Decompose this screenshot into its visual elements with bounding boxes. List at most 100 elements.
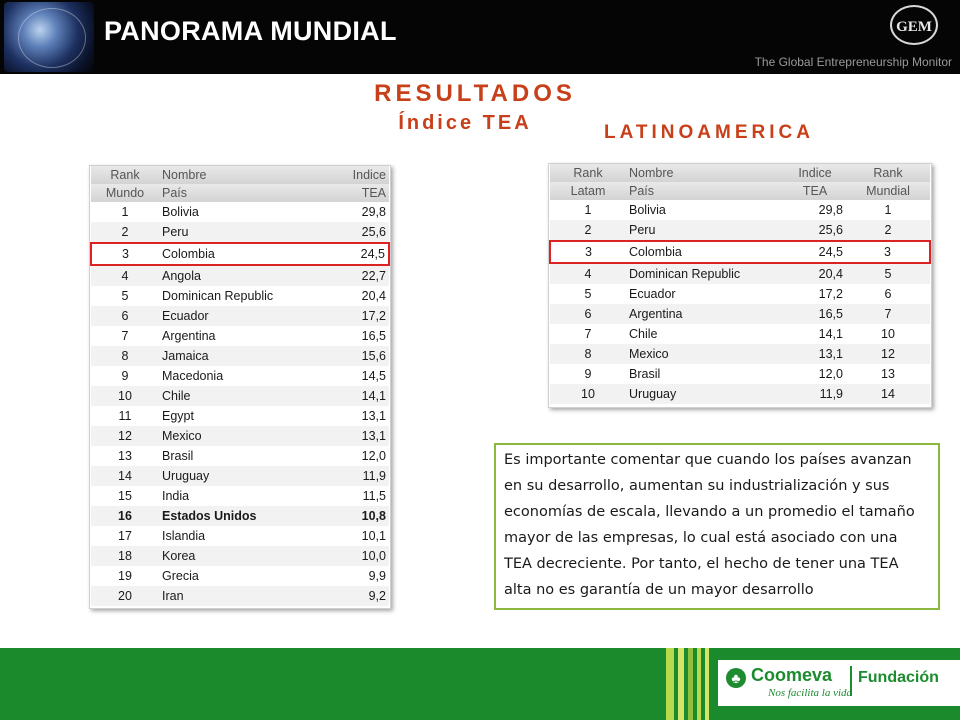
latam-ranking-table: Rank Nombre Indice Rank Latam País TEA M… [548, 163, 932, 408]
table-cell-rank: 17 [91, 526, 159, 546]
table-cell-country: Ecuador [626, 284, 784, 304]
table-cell-tea: 11,9 [784, 384, 846, 404]
world-ranking-table: Rank Nombre Indice Mundo País TEA 1 Boliv… [89, 165, 391, 609]
table-row: 9 Macedonia 14,5 [91, 366, 389, 386]
table-cell-rank: 18 [91, 546, 159, 566]
table-row: 18 Korea 10,0 [91, 546, 389, 566]
table-cell-tea: 17,2 [331, 306, 389, 326]
table-row: 1 Bolivia 29,8 [91, 202, 389, 222]
table-cell-country: India [159, 486, 331, 506]
table-cell-world: 1 [846, 200, 930, 220]
table-cell-country: Brasil [626, 364, 784, 384]
table-cell-rank: 8 [91, 346, 159, 366]
table-cell-country: Iran [159, 586, 331, 606]
table-row: 6 Ecuador 17,2 [91, 306, 389, 326]
coomeva-mark-icon: ♣ [726, 668, 746, 688]
table-cell-world: 10 [846, 324, 930, 344]
coomeva-slogan: Nos facilita la vida [768, 687, 853, 699]
gem-logo: GEM [890, 5, 938, 45]
table-cell-world: 12 [846, 344, 930, 364]
table-cell-world: 5 [846, 263, 930, 284]
coomeva-logo: ♣ Coomeva Fundación Nos facilita la vida [718, 660, 960, 706]
table-cell-rank: 20 [91, 586, 159, 606]
table-cell-rank: 8 [550, 344, 626, 364]
table-cell-country: Argentina [159, 326, 331, 346]
header-cell: Mundial [846, 182, 930, 200]
table-row: 2 Peru 25,6 [91, 222, 389, 243]
table-cell-country: Colombia [626, 240, 784, 264]
table-cell-country: Dominican Republic [159, 286, 331, 306]
table-row: 17 Islandia 10,1 [91, 526, 389, 546]
header-cell: Indice [784, 164, 846, 182]
table-row: 8 Jamaica 15,6 [91, 346, 389, 366]
table-row: 20 Iran 9,2 [91, 586, 389, 606]
table-cell-tea: 24,5 [331, 242, 390, 266]
table-row: 12 Mexico 13,1 [91, 426, 389, 446]
table-cell-tea: 10,1 [331, 526, 389, 546]
table-cell-rank: 7 [550, 324, 626, 344]
table-row: 11 Egypt 13,1 [91, 406, 389, 426]
header-cell: Latam [550, 182, 626, 200]
table-cell-country: Peru [159, 222, 331, 243]
table-cell-rank: 1 [550, 200, 626, 220]
table-cell-tea: 14,5 [331, 366, 389, 386]
table-cell-world: 2 [846, 220, 930, 241]
table-row: 5 Ecuador 17,2 6 [550, 284, 930, 304]
header-cell: País [159, 184, 331, 202]
table-cell-country: Grecia [159, 566, 331, 586]
table-row: 15 India 11,5 [91, 486, 389, 506]
table-cell-tea: 14,1 [784, 324, 846, 344]
table-cell-tea: 25,6 [784, 220, 846, 241]
page-title: PANORAMA MUNDIAL [104, 16, 397, 46]
table-cell-country: Uruguay [626, 384, 784, 404]
table-cell-rank: 6 [91, 306, 159, 326]
header-cell: Rank [846, 164, 930, 182]
header-cell: País [626, 182, 784, 200]
coomeva-brand: Coomeva [751, 665, 833, 685]
table-cell-tea: 20,4 [784, 263, 846, 284]
header-bar: PANORAMA MUNDIAL GEM The Global Entrepre… [0, 0, 960, 74]
table-cell-tea: 13,1 [331, 426, 389, 446]
table-row: 2 Peru 25,6 2 [550, 220, 930, 241]
table-cell-country: Chile [159, 386, 331, 406]
table-cell-world: 6 [846, 284, 930, 304]
table-cell-rank: 13 [91, 446, 159, 466]
table-cell-tea: 16,5 [784, 304, 846, 324]
table-cell-tea: 12,0 [331, 446, 389, 466]
gem-subtitle: The Global Entrepreneurship Monitor [754, 55, 952, 69]
footer-stripe [688, 648, 693, 720]
table-cell-country: Bolivia [159, 202, 331, 222]
table-cell-world: 7 [846, 304, 930, 324]
table-row: 10 Uruguay 11,9 14 [550, 384, 930, 404]
table-cell-country: Colombia [159, 242, 331, 266]
table-cell-tea: 10,8 [331, 506, 389, 526]
table-cell-tea: 15,6 [331, 346, 389, 366]
table-cell-tea: 11,9 [331, 466, 389, 486]
table-cell-tea: 20,4 [331, 286, 389, 306]
table-cell-tea: 17,2 [784, 284, 846, 304]
table-header-row: Rank Nombre Indice Rank [550, 164, 930, 182]
table-cell-rank: 2 [91, 222, 159, 243]
table-cell-tea: 13,1 [331, 406, 389, 426]
table-row: 8 Mexico 13,1 12 [550, 344, 930, 364]
table-cell-country: Uruguay [159, 466, 331, 486]
header-cell: Rank [91, 166, 159, 184]
table-cell-rank: 6 [550, 304, 626, 324]
table-header-row: Mundo País TEA [91, 184, 389, 202]
table-cell-rank: 2 [550, 220, 626, 241]
table-cell-rank: 3 [90, 242, 159, 266]
header-cell: TEA [331, 184, 389, 202]
footer-stripe [705, 648, 709, 720]
table-cell-country: Islandia [159, 526, 331, 546]
footer-stripe [697, 648, 701, 720]
footer-stripe [678, 648, 684, 720]
table-cell-rank: 3 [549, 240, 626, 264]
table-row: 3 Colombia 24,5 [90, 242, 390, 266]
table-cell-country: Jamaica [159, 346, 331, 366]
note-text: Es importante comentar que cuando los pa… [504, 452, 915, 598]
table-cell-country: Ecuador [159, 306, 331, 326]
table-cell-tea: 11,5 [331, 486, 389, 506]
table-cell-tea: 10,0 [331, 546, 389, 566]
table-row: 16 Estados Unidos 10,8 [91, 506, 389, 526]
table-cell-tea: 12,0 [784, 364, 846, 384]
